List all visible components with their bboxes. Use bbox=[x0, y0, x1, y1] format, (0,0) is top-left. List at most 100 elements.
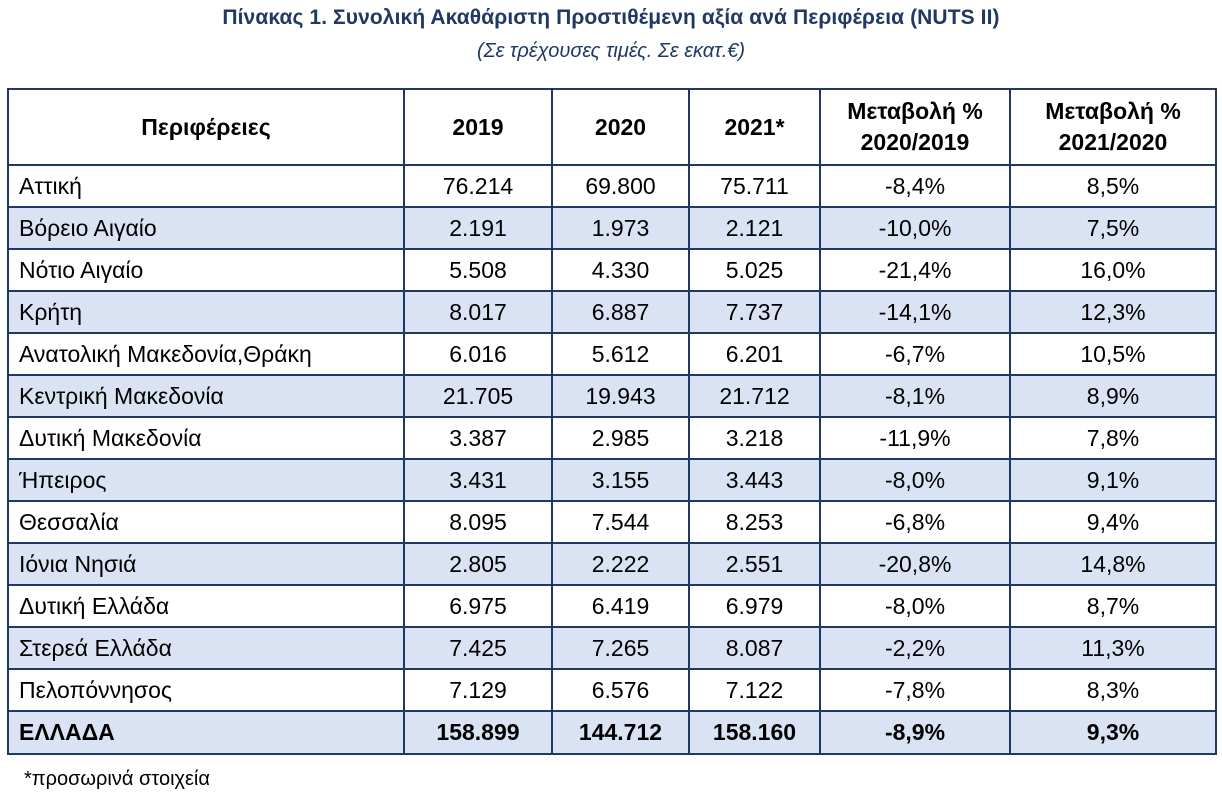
header-change-2021-2020: Μεταβολή % 2021/2020 bbox=[1009, 88, 1217, 166]
table-row: Κεντρική Μακεδονία 21.705 19.943 21.712 -8,1… bbox=[7, 374, 1217, 418]
region-cell: Κεντρική Μακεδονία bbox=[7, 374, 405, 418]
header-2019: 2019 bbox=[403, 88, 553, 166]
change-2020-2019-cell: -8,0% bbox=[819, 458, 1011, 502]
table-row: Δυτική Μακεδονία 3.387 2.985 3.218 -11,9% 7,8… bbox=[7, 416, 1217, 460]
value-2021-cell: 8.253 bbox=[688, 500, 821, 544]
change-2021-2020-cell: 14,8% bbox=[1009, 542, 1217, 586]
change-2021-2020-cell: 8,9% bbox=[1009, 374, 1217, 418]
value-2020-cell: 7.544 bbox=[551, 500, 690, 544]
change-2021-2020-cell: 11,3% bbox=[1009, 626, 1217, 670]
change-2021-2020-cell: 7,8% bbox=[1009, 416, 1217, 460]
header-change-label: Μεταβολή % bbox=[1045, 98, 1181, 124]
header-region: Περιφέρειες bbox=[7, 88, 405, 166]
change-2021-2020-cell: 8,5% bbox=[1009, 164, 1217, 208]
value-2021-cell: 158.160 bbox=[688, 710, 821, 755]
value-2020-cell: 7.265 bbox=[551, 626, 690, 670]
value-2021-cell: 6.979 bbox=[688, 584, 821, 628]
value-2019-cell: 6.016 bbox=[403, 332, 553, 376]
region-cell: Δυτική Ελλάδα bbox=[7, 584, 405, 628]
region-cell: Δυτική Μακεδονία bbox=[7, 416, 405, 460]
region-cell: Ήπειρος bbox=[7, 458, 405, 502]
change-2020-2019-cell: -20,8% bbox=[819, 542, 1011, 586]
value-2019-cell: 3.387 bbox=[403, 416, 553, 460]
change-2021-2020-cell: 12,3% bbox=[1009, 290, 1217, 334]
total-row: ΕΛΛΑΔΑ 158.899 144.712 158.160 -8,9% 9,3% bbox=[7, 710, 1217, 755]
value-2020-cell: 19.943 bbox=[551, 374, 690, 418]
change-2021-2020-cell: 9,3% bbox=[1009, 710, 1217, 755]
change-2020-2019-cell: -10,0% bbox=[819, 206, 1011, 250]
change-2020-2019-cell: -8,4% bbox=[819, 164, 1011, 208]
value-2019-cell: 158.899 bbox=[403, 710, 553, 755]
region-cell: Στερεά Ελλάδα bbox=[7, 626, 405, 670]
change-2020-2019-cell: -6,7% bbox=[819, 332, 1011, 376]
change-2021-2020-cell: 9,1% bbox=[1009, 458, 1217, 502]
change-2020-2019-cell: -8,1% bbox=[819, 374, 1011, 418]
header-change-2020-2019: Μεταβολή % 2020/2019 bbox=[819, 88, 1011, 166]
change-2020-2019-cell: -11,9% bbox=[819, 416, 1011, 460]
change-2021-2020-cell: 7,5% bbox=[1009, 206, 1217, 250]
value-2019-cell: 5.508 bbox=[403, 248, 553, 292]
table-row: Ανατολική Μακεδονία,Θράκη 6.016 5.612 6.201… bbox=[7, 332, 1217, 376]
value-2020-cell: 2.985 bbox=[551, 416, 690, 460]
region-cell: Νότιο Αιγαίο bbox=[7, 248, 405, 292]
region-cell: Βόρειο Αιγαίο bbox=[7, 206, 405, 250]
header-2021: 2021* bbox=[688, 88, 821, 166]
header-row: Περιφέρειες 2019 2020 2021* Μεταβολή % 2… bbox=[7, 88, 1217, 166]
table-row: Δυτική Ελλάδα 6.975 6.419 6.979 -8,0% 8,7% bbox=[7, 584, 1217, 628]
change-2021-2020-cell: 10,5% bbox=[1009, 332, 1217, 376]
change-2020-2019-cell: -21,4% bbox=[819, 248, 1011, 292]
value-2020-cell: 6.887 bbox=[551, 290, 690, 334]
value-2019-cell: 2.191 bbox=[403, 206, 553, 250]
value-2021-cell: 8.087 bbox=[688, 626, 821, 670]
value-2020-cell: 6.576 bbox=[551, 668, 690, 712]
value-2019-cell: 76.214 bbox=[403, 164, 553, 208]
footnote: *προσωρινά στοιχεία bbox=[24, 768, 210, 790]
value-2020-cell: 1.973 bbox=[551, 206, 690, 250]
table-body: Αττική 76.214 69.800 75.711 -8,4% 8,5% Βόρειο … bbox=[7, 164, 1217, 755]
value-2021-cell: 2.551 bbox=[688, 542, 821, 586]
change-2020-2019-cell: -8,9% bbox=[819, 710, 1011, 755]
change-2020-2019-cell: -7,8% bbox=[819, 668, 1011, 712]
change-2020-2019-cell: -8,0% bbox=[819, 584, 1011, 628]
region-cell: Πελοπόννησος bbox=[7, 668, 405, 712]
value-2019-cell: 21.705 bbox=[403, 374, 553, 418]
header-change-label: Μεταβολή % bbox=[847, 98, 983, 124]
value-2019-cell: 8.095 bbox=[403, 500, 553, 544]
value-2019-cell: 8.017 bbox=[403, 290, 553, 334]
table-row: Αττική 76.214 69.800 75.711 -8,4% 8,5% bbox=[7, 164, 1217, 208]
change-2021-2020-cell: 16,0% bbox=[1009, 248, 1217, 292]
change-2020-2019-cell: -6,8% bbox=[819, 500, 1011, 544]
region-cell: Ανατολική Μακεδονία,Θράκη bbox=[7, 332, 405, 376]
value-2020-cell: 6.419 bbox=[551, 584, 690, 628]
table-title: Πίνακας 1. Συνολική Ακαθάριστη Προστιθέμ… bbox=[222, 6, 1000, 29]
region-cell: Κρήτη bbox=[7, 290, 405, 334]
change-2021-2020-cell: 8,7% bbox=[1009, 584, 1217, 628]
value-2019-cell: 2.805 bbox=[403, 542, 553, 586]
region-cell: Ιόνια Νησιά bbox=[7, 542, 405, 586]
value-2020-cell: 3.155 bbox=[551, 458, 690, 502]
value-2020-cell: 5.612 bbox=[551, 332, 690, 376]
value-2021-cell: 75.711 bbox=[688, 164, 821, 208]
value-2019-cell: 7.129 bbox=[403, 668, 553, 712]
region-cell: Θεσσαλία bbox=[7, 500, 405, 544]
table-row: Νότιο Αιγαίο 5.508 4.330 5.025 -21,4% 16,0% bbox=[7, 248, 1217, 292]
value-2021-cell: 3.443 bbox=[688, 458, 821, 502]
change-2021-2020-cell: 9,4% bbox=[1009, 500, 1217, 544]
table-row: Κρήτη 8.017 6.887 7.737 -14,1% 12,3% bbox=[7, 290, 1217, 334]
value-2020-cell: 4.330 bbox=[551, 248, 690, 292]
table-row: Βόρειο Αιγαίο 2.191 1.973 2.121 -10,0% 7,5% bbox=[7, 206, 1217, 250]
table-row: Ιόνια Νησιά 2.805 2.222 2.551 -20,8% 14,8% bbox=[7, 542, 1217, 586]
value-2019-cell: 3.431 bbox=[403, 458, 553, 502]
value-2019-cell: 6.975 bbox=[403, 584, 553, 628]
table-row: Θεσσαλία 8.095 7.544 8.253 -6,8% 9,4% bbox=[7, 500, 1217, 544]
value-2021-cell: 5.025 bbox=[688, 248, 821, 292]
change-2021-2020-cell: 8,3% bbox=[1009, 668, 1217, 712]
value-2021-cell: 2.121 bbox=[688, 206, 821, 250]
header-change-period: 2021/2020 bbox=[1058, 129, 1168, 155]
value-2020-cell: 2.222 bbox=[551, 542, 690, 586]
gva-table: Περιφέρειες 2019 2020 2021* Μεταβολή % 2… bbox=[7, 88, 1217, 755]
header-change-period: 2020/2019 bbox=[860, 129, 970, 155]
value-2021-cell: 7.737 bbox=[688, 290, 821, 334]
value-2021-cell: 6.201 bbox=[688, 332, 821, 376]
value-2021-cell: 7.122 bbox=[688, 668, 821, 712]
